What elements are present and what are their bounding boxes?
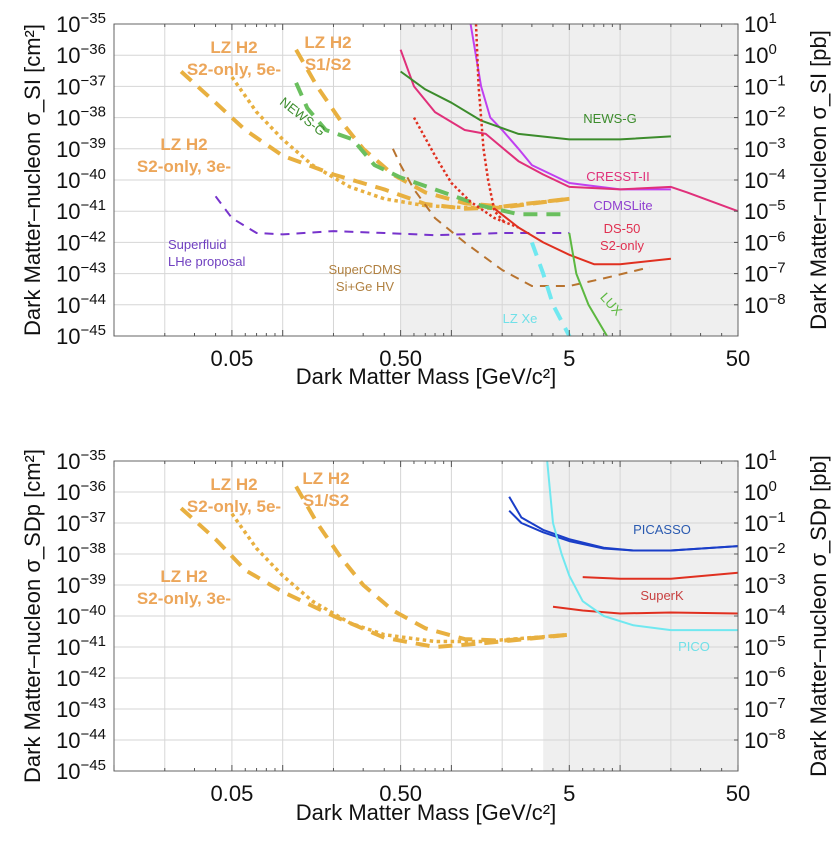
- annotation-lz-h2: LZ H2 S2-only, 3e-: [137, 567, 231, 608]
- y-tick-label-left: 10−39: [56, 135, 106, 162]
- y-tick-label-right: 10−5: [744, 633, 786, 660]
- y-tick-label-left: 10−37: [56, 72, 106, 99]
- y-tick-label-left: 10−43: [56, 260, 106, 287]
- series-lz-h2-s1-s2: [294, 48, 570, 209]
- series-cresst-other-dotted: [412, 116, 519, 229]
- chart-panel-sd: 0.05 0.50 5 50 10−35 10−36 10−37 10−38 10−39 10−4…: [20, 447, 831, 825]
- x-tick-label: 0.50: [379, 346, 422, 371]
- series-picasso-2-: [508, 509, 738, 552]
- y-tick-label-left: 10−42: [56, 664, 106, 691]
- x-axis-label: Dark Matter Mass [GeV/c²]: [296, 800, 556, 825]
- x-axis-label: Dark Matter Mass [GeV/c²]: [296, 364, 556, 389]
- y-tick-label-right: 10−1: [744, 72, 786, 99]
- y-tick-label-left: 10−36: [56, 478, 106, 505]
- y-tick-label-right: 10−5: [744, 197, 786, 224]
- annotation-supercdms: SuperCDMS Si+Ge HV: [329, 262, 402, 294]
- series-lz-h2-s2-only-3e-: [179, 70, 570, 211]
- x-tick-label: 5: [563, 781, 575, 806]
- y-tick-label-right: 10−6: [744, 228, 786, 255]
- annotation-news-g: NEWS-G: [277, 94, 328, 139]
- annotation-lz-h2: LZ H2 S1/S2: [302, 469, 349, 510]
- annotation-lz-h2: LZ H2 S2-only, 5e-: [187, 38, 281, 79]
- y-tick-label-left: 10−44: [56, 291, 106, 318]
- series-pico: [546, 461, 738, 632]
- series-lz-h2-s2-only-5e-: [230, 512, 570, 644]
- x-minor-ticks: [113, 461, 739, 771]
- y-tick-label-right: 10−1: [744, 509, 786, 536]
- y-tick-label-right: 10−3: [744, 571, 786, 598]
- y-axis-label-right: Dark Matter–nucleon σ_SI [pb]: [806, 30, 831, 330]
- x-tick-label: 0.05: [210, 346, 253, 371]
- y-tick-label-right: 10−7: [744, 695, 786, 722]
- series-group: [179, 461, 738, 649]
- y-tick-label-left: 10−38: [56, 540, 106, 567]
- y-axis-label-left: Dark Matter–nucleon σ_SI [cm²]: [20, 24, 45, 336]
- x-tick-label: 5: [563, 346, 575, 371]
- y-tick-label-left: 10−39: [56, 571, 106, 598]
- y-tick-label-left: 10−45: [56, 757, 106, 784]
- y-tick-label-left: 10−43: [56, 695, 106, 722]
- series-lz-h2-s1-s2: [294, 485, 570, 643]
- y-tick-label-right: 10−6: [744, 664, 786, 691]
- y-tick-label-right: 100: [744, 41, 777, 68]
- annotation-lz-h2: LZ H2 S2-only, 3e-: [137, 135, 231, 176]
- annotation-superk: SuperK: [640, 588, 684, 603]
- series-cresst-surface-dotted: [474, 24, 507, 225]
- annotation-lz-h2: LZ H2 S2-only, 5e-: [187, 475, 281, 516]
- annotation-pico: PICO: [678, 639, 710, 654]
- y-tick-label-left: 10−41: [56, 633, 106, 660]
- x-tick-label: 0.05: [210, 781, 253, 806]
- grid: [114, 460, 738, 772]
- annotation-lz-h2: LZ H2 S1/S2: [304, 33, 351, 74]
- y-tick-label-right: 10−4: [744, 166, 786, 193]
- y-tick-label-left: 10−44: [56, 726, 106, 753]
- y-tick-label-right: 101: [744, 447, 777, 474]
- annotation-news-g: NEWS-G: [583, 111, 636, 126]
- series-cdmslite: [469, 24, 671, 191]
- y-tick-label-left: 10−36: [56, 41, 106, 68]
- y-tick-label-right: 10−2: [744, 104, 786, 131]
- y-tick-label-left: 10−35: [56, 10, 106, 37]
- series-group: [179, 24, 738, 336]
- y-tick-label-left: 10−38: [56, 104, 106, 131]
- annotation-cdmslite: CDMSLite: [593, 198, 652, 213]
- y-tick-label-right: 10−3: [744, 135, 786, 162]
- chart-panel-si: 0.05 0.50 5 50 10−35 10−36 10−37 10−38 10−39 10−4…: [20, 10, 831, 389]
- y-tick-label-left: 10−41: [56, 197, 106, 224]
- annotation-lz-xe: LZ Xe: [503, 311, 538, 326]
- y-tick-label-right: 10−8: [744, 726, 786, 753]
- series-lz-h2-s2-only-3e-: [179, 506, 570, 649]
- series-news-g: [400, 70, 671, 141]
- series-cresst-ii: [399, 49, 738, 213]
- x-tick-label: 50: [726, 781, 750, 806]
- y-tick-label-right: 101: [744, 10, 777, 37]
- y-tick-label-left: 10−42: [56, 228, 106, 255]
- y-tick-label-right: 10−4: [744, 602, 786, 629]
- y-tick-label-left: 10−45: [56, 322, 106, 349]
- y-tick-label-right: 10−7: [744, 260, 786, 287]
- x-tick-label: 50: [726, 346, 750, 371]
- y-tick-label-right: 10−8: [744, 291, 786, 318]
- y-tick-label-left: 10−35: [56, 447, 106, 474]
- y-axis-label-right: Dark Matter–nucleon σ_SDp [pb]: [806, 455, 831, 777]
- y-tick-label-left: 10−37: [56, 509, 106, 536]
- series-superk-upper-: [582, 571, 738, 580]
- series-superfluid-lhe-proposal: [214, 195, 570, 237]
- annotation-cresst-ii: CRESST-II: [586, 169, 650, 184]
- y-tick-label-left: 10−40: [56, 166, 106, 193]
- y-tick-label-right: 100: [744, 478, 777, 505]
- y-tick-label-left: 10−40: [56, 602, 106, 629]
- y-tick-label-right: 10−2: [744, 540, 786, 567]
- y-axis-label-left: Dark Matter–nucleon σ_SDp [cm²]: [20, 449, 45, 783]
- series-lux: [568, 232, 609, 336]
- x-tick-label: 0.50: [379, 781, 422, 806]
- annotation-superfluid: Superfluid LHe proposal: [168, 237, 245, 269]
- x-minor-ticks: [113, 24, 739, 336]
- annotation-picasso: PICASSO: [633, 522, 691, 537]
- series-superk-lower-: [552, 605, 738, 615]
- annotation-ds-50: DS-50 S2-only: [600, 221, 645, 253]
